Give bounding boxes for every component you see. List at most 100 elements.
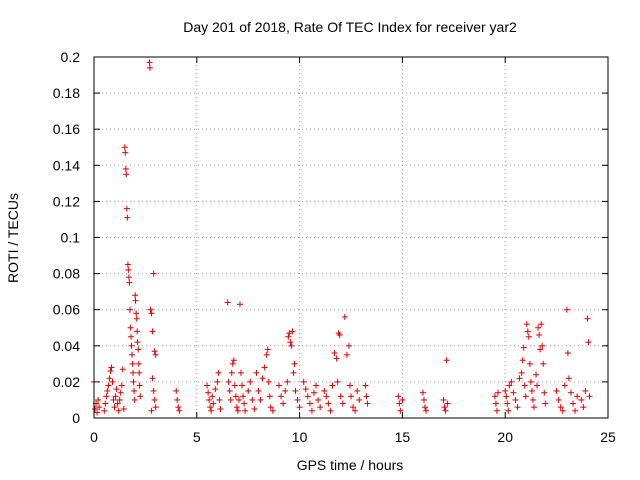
data-point	[441, 404, 448, 411]
data-point	[239, 382, 246, 389]
data-point	[146, 64, 153, 71]
data-point	[520, 344, 527, 351]
chart-title: Day 201 of 2018, Rate Of TEC Index for r…	[183, 19, 517, 35]
data-point	[150, 270, 157, 277]
data-point	[251, 405, 258, 412]
data-point	[336, 331, 343, 338]
data-point	[135, 346, 142, 353]
data-point	[125, 266, 132, 273]
data-point	[96, 404, 103, 411]
data-point	[302, 386, 309, 393]
y-tick-label: 0.06	[53, 302, 80, 318]
data-point	[224, 299, 231, 306]
data-point	[363, 393, 370, 400]
data-point	[102, 400, 109, 407]
data-point	[175, 404, 182, 411]
y-tick-labels: 0 0.02 0.04 0.06 0.08 0.1 0.12 0.14 0.16 0.18 0.2	[53, 49, 80, 426]
data-point	[557, 404, 564, 411]
data-point	[124, 261, 131, 268]
data-point	[118, 382, 125, 389]
data-point	[122, 165, 129, 172]
data-point	[109, 378, 116, 385]
data-point	[229, 360, 236, 367]
data-points	[91, 59, 593, 416]
data-point	[131, 387, 138, 394]
data-point	[345, 342, 352, 349]
data-point	[136, 382, 143, 389]
data-point	[582, 387, 589, 394]
data-point	[288, 342, 295, 349]
data-point	[136, 369, 143, 376]
data-point	[209, 393, 216, 400]
y-tick-label: 0.1	[61, 230, 81, 246]
data-point	[242, 407, 249, 414]
y-tick-label: 0.08	[53, 266, 80, 282]
data-point	[502, 387, 509, 394]
data-point	[107, 368, 114, 375]
x-axis-label: GPS time / hours	[297, 457, 404, 473]
data-point	[563, 306, 570, 313]
data-point	[132, 292, 139, 299]
data-point	[578, 396, 585, 403]
data-point	[123, 171, 130, 178]
data-point	[350, 404, 357, 411]
data-point	[491, 393, 498, 400]
data-point	[580, 404, 587, 411]
data-point	[553, 387, 560, 394]
grid-lines	[94, 57, 608, 418]
data-point	[510, 389, 517, 396]
data-point	[565, 375, 572, 382]
data-point	[542, 400, 549, 407]
x-tick-label: 15	[395, 429, 411, 445]
y-tick-label: 0.02	[53, 374, 80, 390]
data-point	[121, 144, 128, 151]
data-point	[308, 407, 315, 414]
data-point	[103, 393, 110, 400]
data-point	[116, 396, 123, 403]
data-point	[110, 396, 117, 403]
data-point	[230, 357, 237, 364]
data-point	[518, 369, 525, 376]
data-point	[267, 404, 274, 411]
data-point	[113, 386, 120, 393]
data-point	[216, 396, 223, 403]
data-point	[541, 389, 548, 396]
data-point	[236, 301, 243, 308]
data-point	[280, 400, 287, 407]
data-point	[399, 396, 406, 403]
data-point	[152, 404, 159, 411]
data-point	[356, 396, 363, 403]
data-point	[495, 389, 502, 396]
data-point	[120, 405, 127, 412]
data-point	[101, 407, 108, 414]
data-point	[94, 409, 101, 416]
data-point	[151, 396, 158, 403]
y-tick-label: 0.12	[53, 193, 80, 209]
data-point	[313, 382, 320, 389]
data-point	[122, 149, 129, 156]
data-point	[561, 382, 568, 389]
data-point	[234, 407, 241, 414]
data-point	[570, 400, 577, 407]
x-tick-labels: 0 5 10 15 20 25	[90, 429, 616, 445]
data-point	[522, 393, 529, 400]
data-point	[419, 389, 426, 396]
data-point	[396, 400, 403, 407]
data-point	[263, 351, 270, 358]
data-point	[129, 360, 136, 367]
data-point	[512, 396, 519, 403]
data-point	[334, 378, 341, 385]
data-point	[130, 378, 137, 385]
data-point	[296, 404, 303, 411]
data-point	[315, 396, 322, 403]
data-point	[524, 328, 531, 335]
data-point	[245, 387, 252, 394]
data-point	[269, 407, 276, 414]
data-point	[443, 357, 450, 364]
data-point	[364, 400, 371, 407]
data-point	[146, 59, 153, 66]
data-point	[278, 393, 285, 400]
data-point	[346, 382, 353, 389]
data-point	[147, 306, 154, 313]
data-point	[354, 387, 361, 394]
